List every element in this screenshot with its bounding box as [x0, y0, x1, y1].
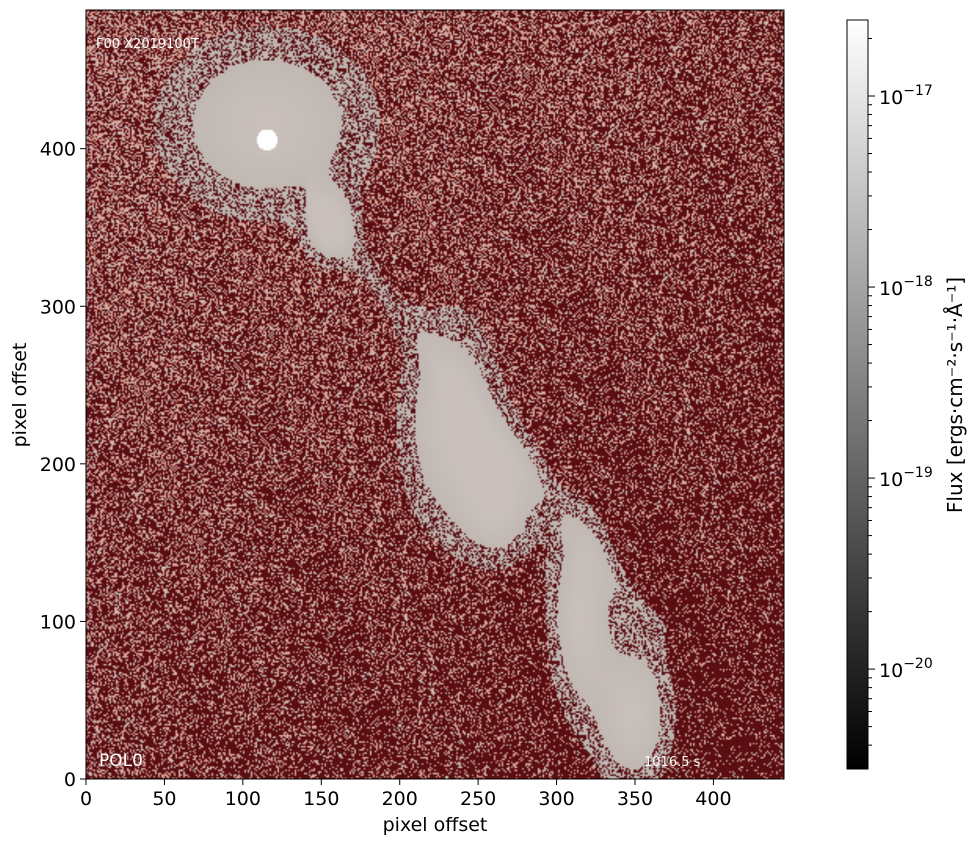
y-tick-label: 100	[40, 611, 76, 633]
x-tick-label: 150	[303, 788, 339, 810]
colorbar-bar	[846, 19, 869, 770]
x-tick-label: 350	[617, 788, 653, 810]
annotation-bottom-right: 1016.5 s	[644, 755, 701, 770]
x-tick-label: 200	[382, 788, 418, 810]
x-tick-label: 50	[152, 788, 176, 810]
y-axis-label: pixel offset	[9, 343, 31, 448]
heatmap-image	[86, 10, 784, 779]
x-tick-label: 0	[80, 788, 92, 810]
colorbar-tick-label: 10−19	[879, 465, 933, 491]
x-tick-label: 100	[225, 788, 261, 810]
y-tick-label: 300	[40, 296, 76, 318]
colorbar-tick-label: 10−18	[879, 274, 933, 300]
y-tick-label: 400	[40, 139, 76, 161]
annotation-bottom-left: POL0	[99, 751, 143, 771]
colorbar: 10−17 10−18 10−19 10−20 Flux [ergs·cm⁻²·s⁻¹…	[846, 19, 967, 770]
colorbar-label: Flux [ergs·cm⁻²·s⁻¹·Å⁻¹]	[943, 277, 967, 513]
x-tick-label: 300	[538, 788, 574, 810]
x-tick-label: 250	[460, 788, 496, 810]
colorbar-tick-label: 10−17	[879, 83, 933, 109]
colorbar-ticks: 10−17 10−18 10−19 10−20	[868, 38, 933, 746]
y-tick-label: 0	[64, 769, 76, 791]
x-axis-label: pixel offset	[383, 814, 488, 836]
plot-frame	[85, 9, 785, 780]
y-axis: 0 100 200 300 400	[40, 139, 86, 791]
image-plot: F00 X2019100T POL0 1016.5 s	[85, 9, 785, 780]
x-tick-label: 400	[695, 788, 731, 810]
x-axis: 0 50 100 150 200 250 300 350 400	[80, 779, 732, 810]
annotation-top-left: F00 X2019100T	[96, 37, 199, 52]
y-tick-label: 200	[40, 454, 76, 476]
colorbar-tick-label: 10−20	[879, 656, 933, 682]
